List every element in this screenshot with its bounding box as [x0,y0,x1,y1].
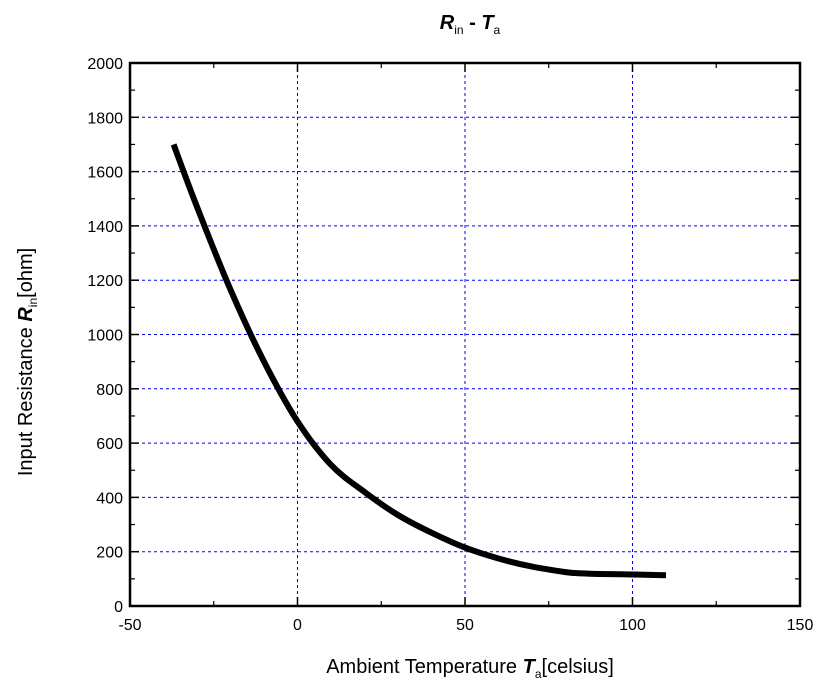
series-line [170,143,667,579]
y-tick-label: 1000 [87,328,123,345]
x-axis-title: Ambient Temperature Ta[celsius] [326,656,614,681]
tick-labels: -50 0 50 100 1500200400600800100012001400160… [87,56,813,634]
y-axis-title: Input Resistance Rin[ohm] [15,248,40,476]
x-tick-label: 0 [293,617,302,634]
title-symbol-r: R [440,12,455,34]
x-tick-label: 150 [787,617,814,634]
plot-frame [128,61,802,608]
y-tick-label: 1800 [87,110,123,127]
title-sub-a: a [494,23,501,37]
title-separator: - [464,12,482,34]
x-tick-label: 100 [619,617,646,634]
y-tick-label: 400 [96,490,123,507]
series-group [170,143,667,579]
grid-lines [130,63,800,606]
title-symbol-t: T [481,12,495,34]
x-axis-suffix: [celsius] [542,656,614,678]
y-axis-suffix: [ohm] [15,248,37,298]
y-tick-label: 800 [96,382,123,399]
x-axis-prefix: Ambient Temperature [326,656,522,678]
y-tick-label: 1200 [87,273,123,290]
y-tick-label: 1600 [87,165,123,182]
x-axis-symbol: T [523,656,537,678]
title-sub-in: in [454,23,463,37]
x-axis-sub: a [535,667,542,681]
y-tick-label: 0 [114,599,123,616]
y-tick-label: 600 [96,436,123,453]
y-axis-sub: in [26,298,40,307]
y-axis-prefix: Input Resistance [15,322,37,477]
y-axis-symbol: R [15,307,37,322]
y-tick-label: 2000 [87,56,123,73]
x-tick-label: -50 [118,617,141,634]
x-tick-label: 50 [456,617,474,634]
chart-title: Rin - Ta [440,12,501,37]
y-tick-label: 200 [96,545,123,562]
y-tick-label: 1400 [87,219,123,236]
